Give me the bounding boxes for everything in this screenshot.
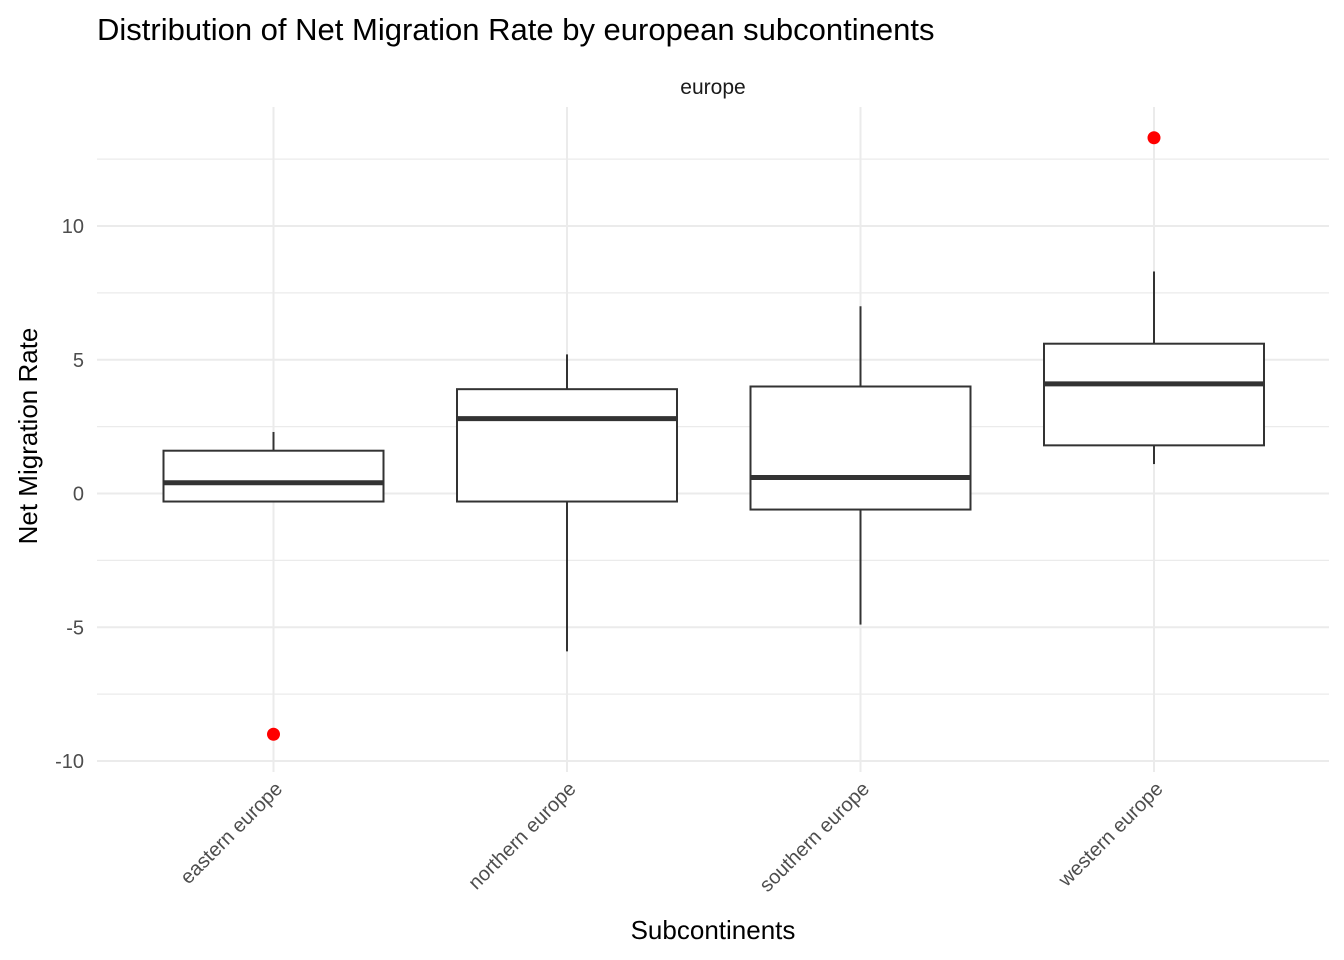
box-western-europe	[1043, 131, 1265, 465]
box-northern-europe	[456, 354, 678, 652]
x-tick-label: eastern europe	[176, 778, 287, 889]
y-tick-label: -10	[55, 751, 84, 773]
x-tick-label: southern europe	[755, 778, 874, 897]
y-axis-ticks: -10 -5 0 5 10	[55, 216, 84, 773]
outlier-point	[1147, 131, 1161, 145]
x-axis-label: Subcontinents	[631, 915, 796, 945]
box-series	[162, 131, 1265, 741]
y-tick-label: 10	[62, 216, 84, 238]
box-iqr	[749, 385, 972, 511]
chart-title: Distribution of Net Migration Rate by eu…	[97, 12, 934, 47]
y-axis-label: Net Migration Rate	[13, 328, 43, 545]
box-southern-europe	[749, 306, 972, 625]
outlier-point	[267, 727, 280, 741]
y-tick-label: 5	[73, 350, 84, 372]
x-tick-label: western europe	[1054, 778, 1168, 892]
box-iqr	[456, 388, 678, 503]
y-tick-label: 0	[73, 484, 84, 506]
x-tick-label: northern europe	[464, 778, 580, 894]
box-eastern-europe	[162, 431, 385, 741]
x-axis-ticks: eastern europe northern europe southern eu…	[176, 778, 1167, 897]
box-iqr	[1043, 342, 1265, 447]
y-tick-label: -5	[66, 617, 84, 639]
box-iqr	[162, 449, 385, 503]
facet-strip-label: europe	[680, 76, 745, 99]
